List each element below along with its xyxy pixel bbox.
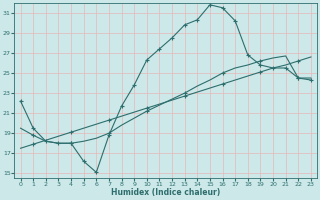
X-axis label: Humidex (Indice chaleur): Humidex (Indice chaleur) [111, 188, 220, 197]
